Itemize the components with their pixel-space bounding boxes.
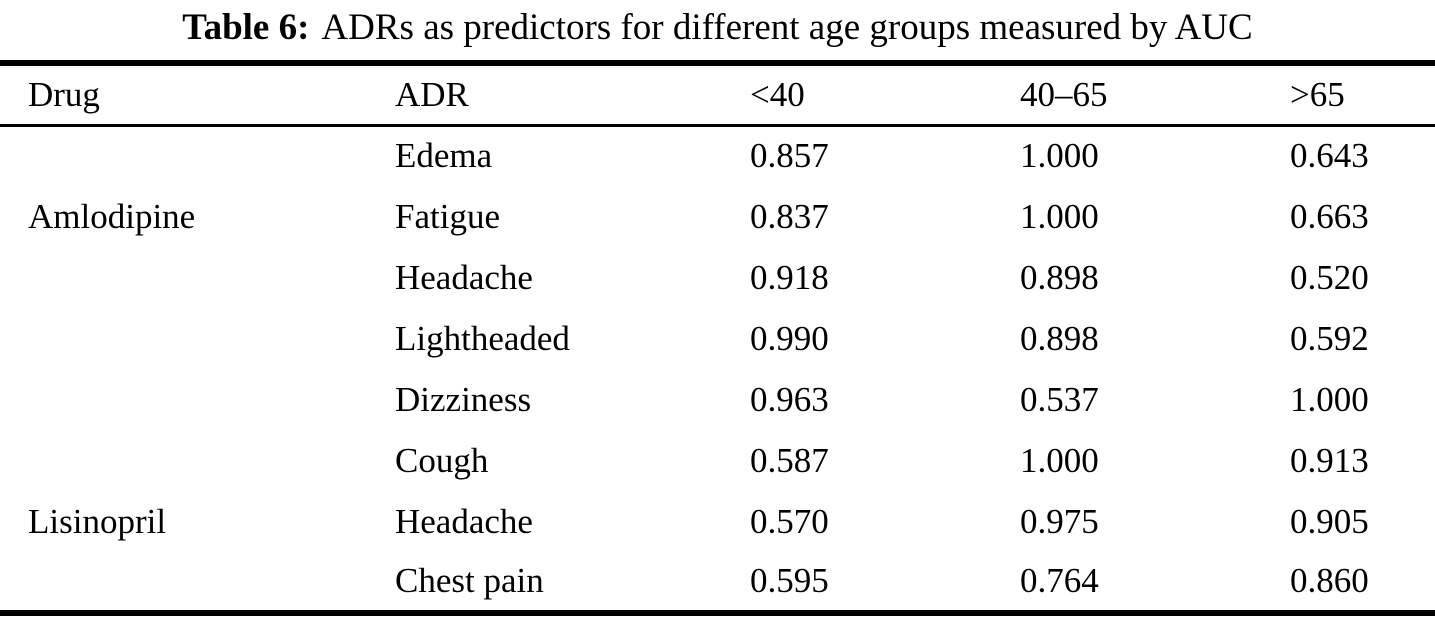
adr-cell: Dizziness [395,379,532,419]
drug-cell [0,430,395,491]
table-row: Headache 0.918 0.898 0.520 [0,247,1435,308]
adr-cell: Headache [395,501,533,541]
adr-cell: Chest pain [395,552,750,616]
auc-cell-gt65: 0.905 [1290,501,1369,541]
table-row: Cough 0.587 1.000 0.913 [0,430,1435,491]
auc-cell-gt65: 0.643 [1290,136,1369,176]
adr-cell: Edema [395,136,493,176]
auc-cell-gt65: 0.860 [1290,552,1435,616]
table-caption: Table 6: ADRs as predictors for different… [0,0,1435,60]
auc-cell-lt40: 0.918 [750,257,829,297]
drug-cell [0,552,395,616]
table-row: Edema 0.857 1.000 0.643 [0,125,1435,186]
column-header-adr: ADR [395,60,750,127]
adr-cell: Headache [395,257,533,297]
auc-cell-40-65: 0.975 [1020,501,1099,541]
drug-cell [0,369,395,430]
auc-cell-40-65: 1.000 [1020,440,1099,480]
auc-cell-gt65: 0.913 [1290,440,1369,480]
auc-cell-gt65: 0.520 [1290,257,1369,297]
column-header-age-lt40: <40 [750,60,1020,127]
adr-cell: Fatigue [395,196,500,236]
table-row: Chest pain 0.595 0.764 0.860 [0,552,1435,616]
drug-cell [0,308,395,369]
auc-cell-lt40: 0.990 [750,318,829,358]
auc-cell-gt65: 0.592 [1290,318,1369,358]
table-row: Lisinopril Headache 0.570 0.975 0.905 [0,491,1435,552]
column-header-age-40-65: 40–65 [1020,60,1290,127]
table-header: Drug ADR <40 40–65 >65 [0,60,1435,127]
auc-cell-gt65: 0.663 [1290,196,1369,236]
auc-cell-40-65: 0.898 [1020,257,1099,297]
drug-cell [0,247,395,308]
auc-cell-lt40: 0.587 [750,440,829,480]
auc-cell-40-65: 0.537 [1020,379,1099,419]
auc-cell-lt40: 0.570 [750,501,829,541]
drug-cell: Lisinopril [28,501,167,541]
header-row: Drug ADR <40 40–65 >65 [0,60,1435,127]
drug-cell [0,125,395,186]
adr-cell: Cough [395,440,489,480]
drug-cell: Amlodipine [28,196,196,236]
table-row: Lightheaded 0.990 0.898 0.592 [0,308,1435,369]
auc-cell-40-65: 1.000 [1020,136,1099,176]
table-row: Amlodipine Fatigue 0.837 1.000 0.663 [0,186,1435,247]
auc-cell-lt40: 0.963 [750,379,829,419]
table-caption-number: Table 6: [182,7,310,48]
table-row: Dizziness 0.963 0.537 1.000 [0,369,1435,430]
column-header-age-gt65: >65 [1290,60,1435,127]
auc-cell-lt40: 0.595 [750,552,1020,616]
auc-cell-40-65: 0.764 [1020,552,1290,616]
adr-cell: Lightheaded [395,318,570,358]
auc-table: Drug ADR <40 40–65 >65 Edema 0.857 1.000… [0,60,1435,616]
table-body: Edema 0.857 1.000 0.643 Amlodipine Fatig… [0,125,1435,616]
auc-cell-40-65: 1.000 [1020,196,1099,236]
column-header-drug: Drug [0,60,395,127]
auc-cell-lt40: 0.837 [750,196,829,236]
auc-cell-lt40: 0.857 [750,136,829,176]
auc-cell-gt65: 1.000 [1290,379,1369,419]
table-caption-text: ADRs as predictors for different age gro… [321,7,1253,48]
auc-cell-40-65: 0.898 [1020,318,1099,358]
